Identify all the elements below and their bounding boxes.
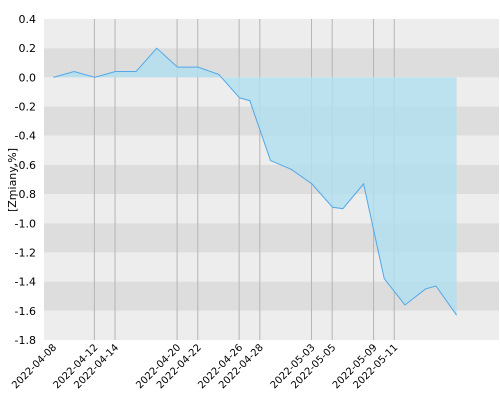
area-fill-series-2 <box>436 77 457 315</box>
background-band <box>44 19 499 48</box>
y-tick-label: -0.2 <box>15 101 36 114</box>
y-tick-label: 0.0 <box>19 71 37 84</box>
y-tick-label: -0.4 <box>15 130 36 143</box>
y-tick-label: 0.2 <box>19 42 37 55</box>
y-tick-label: -1.4 <box>15 276 36 289</box>
y-axis-label: [Zmiany,%] <box>6 148 19 212</box>
y-tick-label: -1.0 <box>15 217 36 230</box>
y-tick-label: -1.8 <box>15 334 36 347</box>
y-tick-label: -1.6 <box>15 305 36 318</box>
y-tick-label: 0.4 <box>19 13 37 26</box>
background-band <box>44 311 499 340</box>
y-tick-label: -1.2 <box>15 246 36 259</box>
